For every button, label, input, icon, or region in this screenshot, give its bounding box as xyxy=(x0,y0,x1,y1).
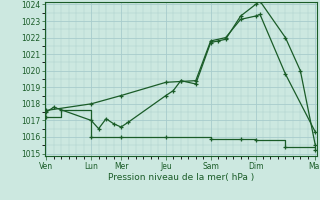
X-axis label: Pression niveau de la mer( hPa ): Pression niveau de la mer( hPa ) xyxy=(108,173,254,182)
